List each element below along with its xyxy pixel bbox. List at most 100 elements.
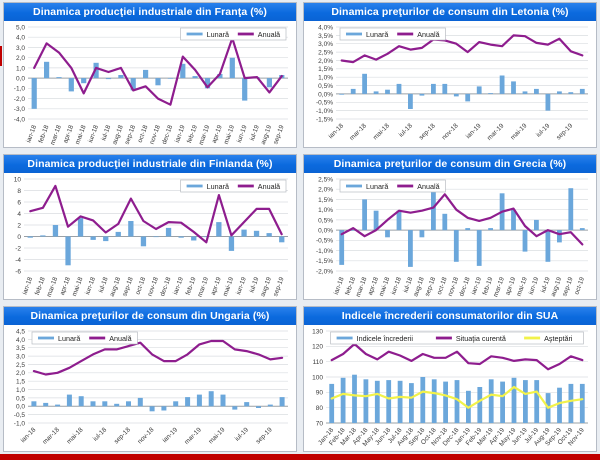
chart-title-ungaria: Dinamica preţurilor de consum din Ungari… [4,307,296,325]
bar [242,78,248,101]
chart-title-grecia: Dinamica preţurilor de consum din Grecia… [304,155,596,173]
x-axis-label: sep-18 [418,122,437,141]
x-axis-label: dec-18 [458,276,472,297]
bar [256,406,261,408]
bar [27,236,33,238]
bar [534,219,539,231]
line-series [29,184,283,244]
bar [352,374,357,423]
x-axis-label: ian-19 [465,122,483,140]
bar [442,83,448,94]
y-axis-label: -1,0 [14,86,26,93]
bar [178,236,184,238]
x-axis-label: mai-18 [372,122,391,141]
bar [511,377,517,423]
x-axis-label: mar-19 [197,276,211,298]
bar [229,57,235,79]
bar [477,387,483,423]
x-axis-label: feb-19 [185,276,198,296]
bar [339,230,345,265]
legend-box [31,331,138,345]
bar [40,235,46,237]
y-axis-label: -4,0 [14,116,26,123]
legend-label: Indicele încrederii [357,334,414,343]
bar [476,86,482,94]
bar [130,78,136,91]
y-axis-label: 1,5 [16,379,25,386]
x-axis-label: iul-19 [249,124,261,142]
bar [196,394,202,407]
bar [165,227,172,237]
x-axis-label: mai-19 [207,426,226,445]
x-axis-label: sep-18 [113,426,132,445]
y-axis-label: -0,5% [316,238,333,245]
bar [52,225,59,237]
x-axis-label: iun-19 [528,276,541,296]
y-axis-label: 3,5% [318,33,333,40]
bar [453,93,459,97]
y-axis-label: 1,5% [318,66,333,73]
x-axis-label: feb-18 [34,276,47,296]
bar [93,62,99,79]
line-series [340,34,584,64]
bar [408,230,413,267]
y-axis-label: 2,0 [16,370,25,377]
y-axis-label: -2,0% [316,268,333,275]
x-axis-label: iul-19 [234,426,250,442]
bar [267,404,273,407]
chart-canvas-sua: 708090100110120130Jan-18Feb-18Mar-18Apr-… [312,328,588,448]
x-axis-label: mai-19 [223,124,237,145]
y-axis-label: 2,5% [318,50,333,57]
bar [228,236,235,251]
chart-title-sua: Indicele încrederii consumatorilor din S… [304,307,596,325]
bar [143,69,149,79]
bar [397,380,403,423]
y-axis-label: 10 [14,176,22,183]
bar [350,88,356,94]
x-axis-label: oct-19 [573,276,586,296]
bar [185,397,191,407]
bar [220,394,226,407]
bar [126,401,131,407]
legend-swatch [38,336,54,340]
bar [419,230,425,238]
y-axis-label: 3,0% [318,41,333,48]
bar [545,230,551,262]
x-axis-label: iul-18 [92,426,108,442]
left-edge-red-mark [0,46,2,66]
y-axis-label: -6 [15,268,21,275]
bar [105,78,112,80]
bar [568,188,574,231]
y-axis-label: 6 [17,199,21,206]
y-axis-label: 2,5 [16,362,25,369]
x-axis-label: mar-18 [46,276,60,298]
bar [488,379,494,423]
legend-label: Anuală [417,30,439,39]
bar [217,74,223,79]
bar [279,397,285,407]
y-axis-label: 80 [316,405,324,412]
x-axis-label: ian-18 [20,426,38,444]
y-axis-label: -2 [15,245,21,252]
legend-swatch [336,336,353,340]
bar [488,228,493,231]
bar [103,236,109,242]
bar [476,230,482,266]
bar [279,236,285,243]
bar [167,78,173,79]
bar [363,379,369,423]
bar [155,78,161,86]
x-axis-label: iun-18 [390,276,403,296]
line-series [32,339,284,376]
legend-label: Anuală [258,30,280,39]
x-axis-label: iul-19 [535,122,551,138]
bar [241,229,247,237]
bar [232,406,238,410]
y-axis-label: 4,0 [16,337,25,344]
bar [454,380,460,423]
x-axis-label: mar-18 [349,122,369,142]
line-series [330,342,584,371]
x-axis-label: dec-18 [159,276,173,297]
bar [579,88,585,94]
bar [78,396,84,407]
